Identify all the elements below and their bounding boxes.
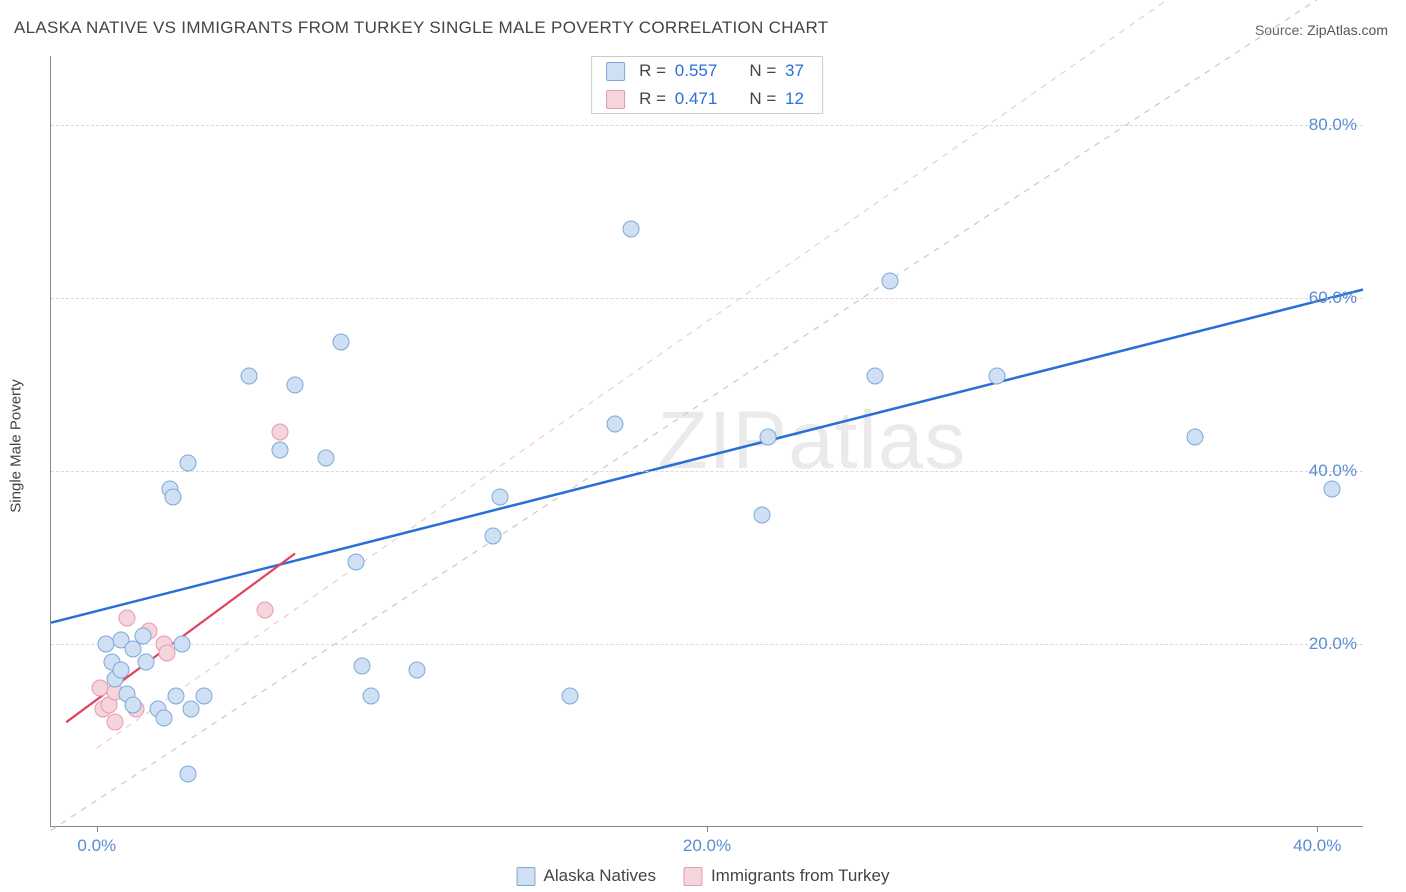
data-point [271,424,288,441]
data-point [271,441,288,458]
legend-r: R = 0.557 [635,61,721,81]
data-point [158,644,175,661]
data-point [753,506,770,523]
data-point [354,657,371,674]
data-point [988,368,1005,385]
legend-swatch [606,62,625,81]
data-point [561,688,578,705]
data-point [332,333,349,350]
data-point [363,688,380,705]
y-axis-label: Single Male Poverty [8,379,25,512]
data-point [155,709,172,726]
legend-label: Immigrants from Turkey [711,866,890,886]
data-point [882,272,899,289]
data-point [180,454,197,471]
data-point [134,627,151,644]
legend-swatch [606,90,625,109]
data-point [760,428,777,445]
chart-plot-area: ZIPatlas R = 0.557N = 37R = 0.471N = 12 … [50,56,1363,827]
data-point [622,221,639,238]
data-point [317,450,334,467]
data-point [174,636,191,653]
legend-n: N = 12 [745,89,808,109]
legend-r: R = 0.471 [635,89,721,109]
legend-row: R = 0.471 N = 12 [592,85,822,113]
source-label: Source: [1255,22,1303,38]
y-tick-label: 40.0% [1309,461,1357,481]
data-point [866,368,883,385]
x-tick-label: 20.0% [683,836,731,856]
data-point [119,610,136,627]
data-point [607,415,624,432]
legend-swatch [684,867,703,886]
gridline [51,644,1363,645]
x-tick-mark [97,826,98,832]
data-point [168,688,185,705]
data-point [256,601,273,618]
page-title: ALASKA NATIVE VS IMMIGRANTS FROM TURKEY … [14,18,828,38]
data-point [183,701,200,718]
legend-row: R = 0.557 N = 37 [592,57,822,85]
legend-n: N = 37 [745,61,808,81]
data-point [409,662,426,679]
chart-lines-layer [51,56,1363,826]
data-point [107,714,124,731]
source-value: ZipAtlas.com [1307,22,1388,38]
data-point [180,766,197,783]
gridline [51,298,1363,299]
data-point [195,688,212,705]
y-tick-label: 20.0% [1309,634,1357,654]
data-point [165,489,182,506]
x-tick-mark [707,826,708,832]
gridline [51,471,1363,472]
correlation-legend: R = 0.557 N = 37 R = 0.471 N = 12 [591,56,823,114]
data-point [137,653,154,670]
data-point [287,376,304,393]
data-point [125,696,142,713]
legend-label: Alaska Natives [544,866,656,886]
legend-swatch [517,867,536,886]
legend-item: Alaska Natives [517,866,656,886]
series-legend: Alaska Natives Immigrants from Turkey [517,866,890,886]
x-tick-label: 40.0% [1293,836,1341,856]
data-point [113,662,130,679]
y-tick-label: 80.0% [1309,115,1357,135]
data-point [1187,428,1204,445]
regression-line [51,290,1363,623]
gridline [51,125,1363,126]
source-attribution: Source: ZipAtlas.com [1255,22,1388,38]
y-tick-label: 60.0% [1309,288,1357,308]
x-tick-label: 0.0% [77,836,116,856]
x-tick-mark [1317,826,1318,832]
legend-item: Immigrants from Turkey [684,866,890,886]
data-point [491,489,508,506]
data-point [348,554,365,571]
watermark-text: ZIPatlas [658,395,967,486]
data-point [485,528,502,545]
data-point [241,368,258,385]
watermark: ZIPatlas [658,394,967,488]
data-point [1324,480,1341,497]
